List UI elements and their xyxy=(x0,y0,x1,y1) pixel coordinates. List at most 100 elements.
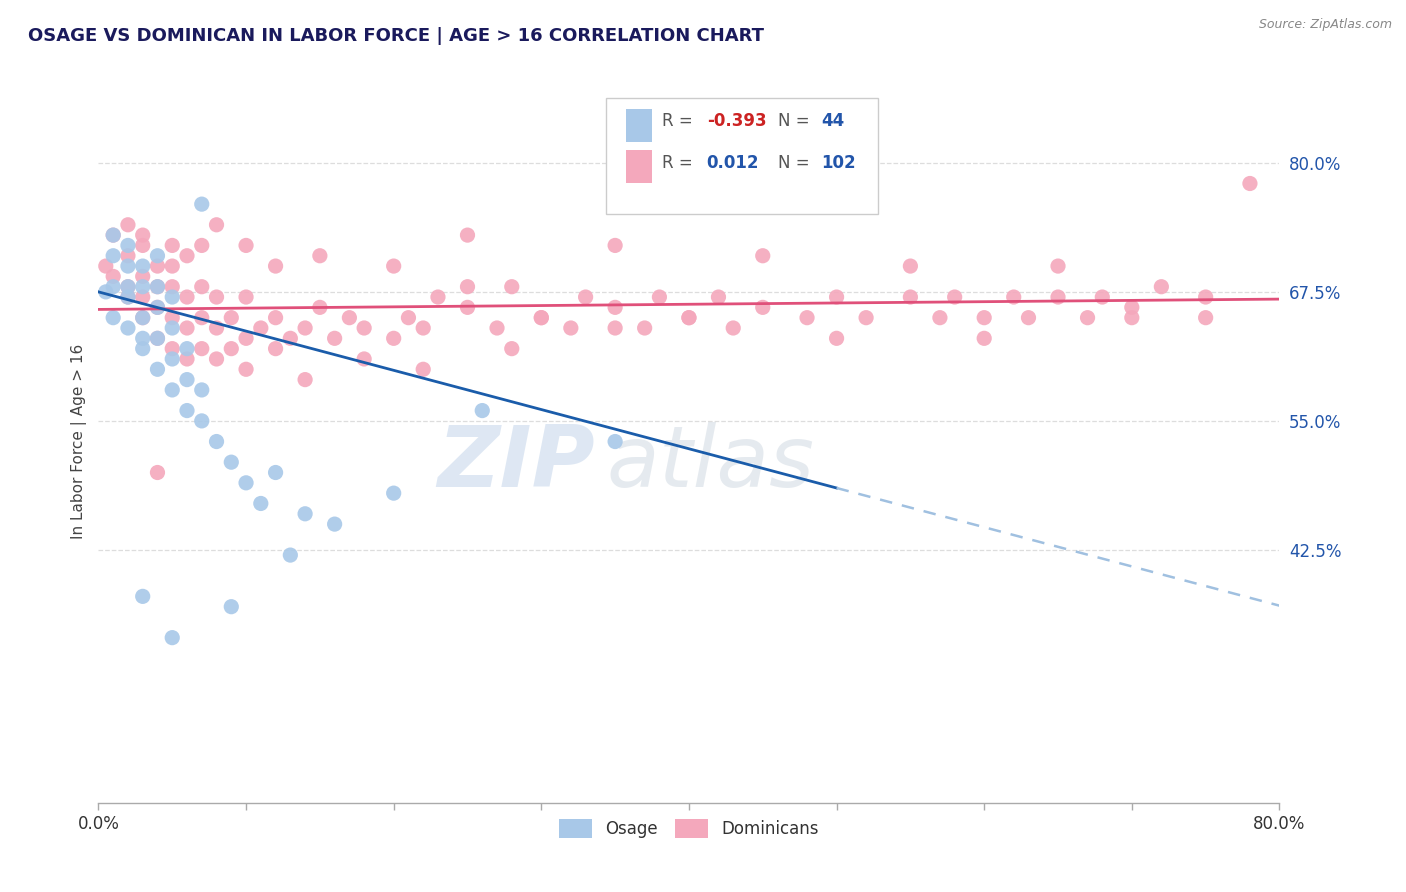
Point xyxy=(162,238,183,252)
Point xyxy=(634,321,657,335)
Point xyxy=(678,310,700,325)
Point xyxy=(427,290,450,304)
Point xyxy=(132,310,155,325)
Point xyxy=(191,238,214,252)
Point xyxy=(205,351,228,366)
Point xyxy=(471,403,494,417)
Point xyxy=(943,290,966,304)
Point xyxy=(94,285,117,299)
Point xyxy=(752,249,775,263)
Point xyxy=(575,290,598,304)
Point xyxy=(146,301,169,315)
Point xyxy=(103,279,125,293)
Point xyxy=(530,310,553,325)
Point xyxy=(132,259,155,273)
Point xyxy=(1121,310,1143,325)
Point xyxy=(94,259,117,273)
Point xyxy=(752,301,775,315)
Point xyxy=(162,321,183,335)
Point xyxy=(294,507,316,521)
Point xyxy=(796,310,818,325)
Point xyxy=(309,301,332,315)
Point xyxy=(221,455,243,469)
Point xyxy=(900,290,922,304)
Point xyxy=(973,331,995,345)
Point xyxy=(1150,279,1173,293)
Point xyxy=(191,383,214,397)
Point xyxy=(398,310,420,325)
Point xyxy=(162,259,183,273)
Point xyxy=(707,290,730,304)
Point xyxy=(146,279,169,293)
Point xyxy=(176,373,198,387)
Point xyxy=(146,301,169,315)
Point xyxy=(103,228,125,243)
Point xyxy=(973,310,995,325)
Point xyxy=(382,331,405,345)
Text: -0.393: -0.393 xyxy=(707,112,766,130)
Point xyxy=(235,238,257,252)
Point xyxy=(132,331,155,345)
Point xyxy=(1046,290,1070,304)
Point xyxy=(264,342,287,356)
Point xyxy=(929,310,952,325)
Point xyxy=(323,517,346,532)
Point xyxy=(825,290,848,304)
Point xyxy=(294,321,316,335)
Point xyxy=(309,249,332,263)
Point xyxy=(132,310,155,325)
Point xyxy=(605,434,627,449)
Text: R =: R = xyxy=(662,154,697,172)
Y-axis label: In Labor Force | Age > 16: In Labor Force | Age > 16 xyxy=(72,344,87,539)
Point xyxy=(678,310,700,325)
Point xyxy=(412,362,434,376)
Point xyxy=(605,238,627,252)
Point xyxy=(1121,301,1143,315)
Point xyxy=(382,486,405,500)
Point xyxy=(900,259,922,273)
Point xyxy=(605,321,627,335)
Point xyxy=(132,342,155,356)
Point xyxy=(162,383,183,397)
Point xyxy=(132,228,155,243)
Point xyxy=(323,331,346,345)
Point xyxy=(1091,290,1114,304)
Legend: Osage, Dominicans: Osage, Dominicans xyxy=(553,813,825,845)
Point xyxy=(221,342,243,356)
Point xyxy=(264,259,287,273)
Point xyxy=(501,342,523,356)
Point xyxy=(162,310,183,325)
Point xyxy=(530,310,553,325)
Point xyxy=(205,290,228,304)
Point xyxy=(132,590,155,604)
Text: atlas: atlas xyxy=(606,422,814,505)
Point xyxy=(280,548,302,562)
Point xyxy=(146,279,169,293)
Text: 102: 102 xyxy=(821,154,856,172)
Point xyxy=(132,238,155,252)
Point xyxy=(176,290,198,304)
Point xyxy=(264,310,287,325)
Point xyxy=(117,218,139,232)
Point xyxy=(235,362,257,376)
Point xyxy=(117,238,139,252)
Point xyxy=(605,301,627,315)
Point xyxy=(560,321,582,335)
Point xyxy=(176,342,198,356)
Point xyxy=(457,301,479,315)
Point xyxy=(264,466,287,480)
FancyBboxPatch shape xyxy=(606,98,877,214)
Point xyxy=(1195,290,1218,304)
Point xyxy=(191,279,214,293)
Point xyxy=(648,290,671,304)
Point xyxy=(191,414,214,428)
Point xyxy=(146,331,169,345)
Point xyxy=(117,259,139,273)
Point xyxy=(176,249,198,263)
Point xyxy=(176,321,198,335)
Point xyxy=(146,249,169,263)
Point xyxy=(339,310,361,325)
Point xyxy=(103,310,125,325)
Point xyxy=(353,351,375,366)
Point xyxy=(1018,310,1040,325)
